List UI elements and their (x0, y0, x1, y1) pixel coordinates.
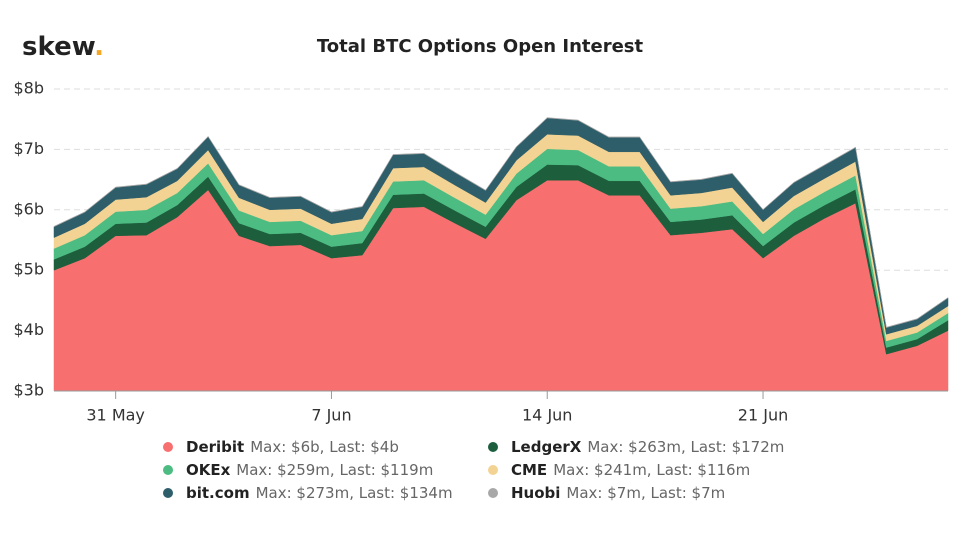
legend-label: OKEx (186, 461, 231, 479)
area (53, 117, 949, 328)
legend-marker (163, 488, 173, 498)
legend-item: LedgerX Max: $263m, Last: $172m (488, 438, 784, 456)
legend-note: Max: $273m, Last: $134m (256, 484, 453, 502)
legend-marker (488, 465, 498, 475)
legend-marker (163, 442, 173, 452)
legend-marker (488, 488, 498, 498)
legend-item: Huobi Max: $7m, Last: $7m (488, 484, 725, 502)
legend-label: Huobi (511, 484, 560, 502)
y-tick-label: $7b (13, 139, 44, 158)
logo-dot: . (94, 32, 104, 62)
legend-marker (163, 465, 173, 475)
legend-item: Deribit Max: $6b, Last: $4b (163, 438, 399, 456)
legend-text: LedgerX Max: $263m, Last: $172m (511, 438, 784, 456)
legend-text: CME Max: $241m, Last: $116m (511, 461, 750, 479)
logo: skew. (22, 32, 104, 62)
y-tick-label: $3b (13, 381, 44, 400)
legend-label: CME (511, 461, 547, 479)
legend-note: Max: $7m, Last: $7m (566, 484, 725, 502)
legend-text: Huobi Max: $7m, Last: $7m (511, 484, 725, 502)
legend-note: Max: $263m, Last: $172m (587, 438, 784, 456)
legend-label: LedgerX (511, 438, 582, 456)
logo-text: skew (22, 32, 96, 62)
y-tick-label: $8b (13, 79, 44, 98)
y-tick-label: $4b (13, 320, 44, 339)
legend-note: Max: $6b, Last: $4b (250, 438, 399, 456)
areas (53, 117, 949, 392)
chart-title: Total BTC Options Open Interest (317, 36, 644, 57)
legend-marker (488, 442, 498, 452)
legend-label: Deribit (186, 438, 244, 456)
legend-note: Max: $259m, Last: $119m (236, 461, 433, 479)
y-tick-label: $5b (13, 260, 44, 279)
legend-text: Deribit Max: $6b, Last: $4b (186, 438, 399, 456)
legend-note: Max: $241m, Last: $116m (553, 461, 750, 479)
legend-text: OKEx Max: $259m, Last: $119m (186, 461, 433, 479)
legend-text: bit.com Max: $273m, Last: $134m (186, 484, 453, 502)
x-tick-label: 7 Jun (311, 406, 351, 425)
x-tick-label: 14 Jun (522, 406, 572, 425)
legend-item: CME Max: $241m, Last: $116m (488, 461, 750, 479)
legend-label: bit.com (186, 484, 250, 502)
x-tick-label: 31 May (86, 406, 145, 425)
x-tick-label: 21 Jun (738, 406, 788, 425)
legend-item: bit.com Max: $273m, Last: $134m (163, 484, 453, 502)
y-tick-label: $6b (13, 199, 44, 218)
legend-item: OKEx Max: $259m, Last: $119m (163, 461, 433, 479)
